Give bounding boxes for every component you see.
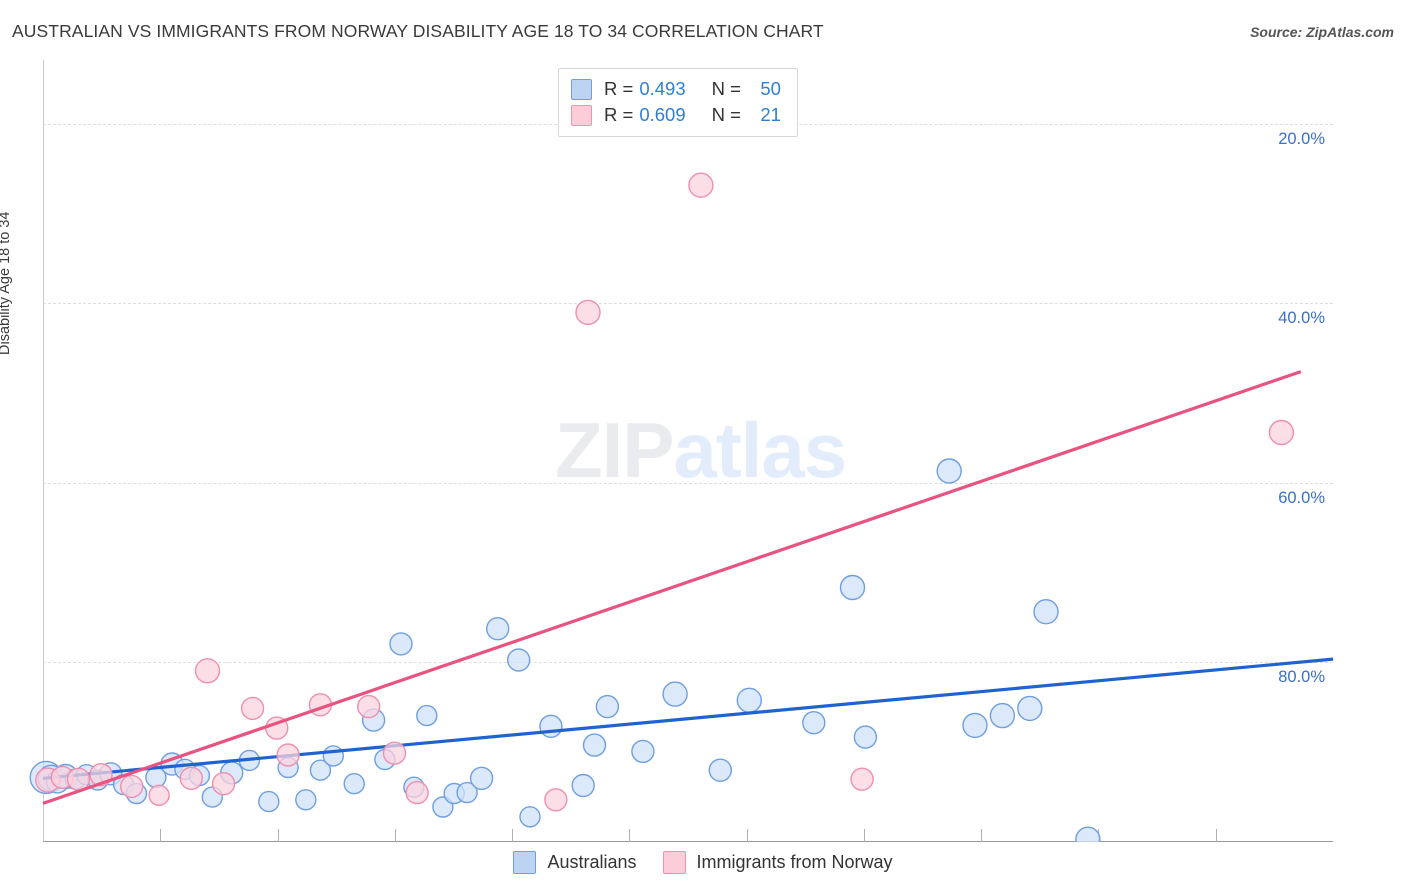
gridline: [43, 482, 1333, 484]
r-value-blue: 0.493: [639, 78, 686, 99]
x-axis-tick: [746, 829, 748, 842]
r-value-pink: 0.609: [639, 104, 686, 125]
x-axis-tick: [1215, 829, 1217, 842]
series-legend-item-norway[interactable]: Immigrants from Norway: [662, 851, 893, 874]
n-label-blue: N =: [711, 78, 741, 99]
y-tick-label: 60.0%: [1278, 488, 1325, 507]
y-tick-label: 40.0%: [1278, 309, 1325, 328]
n-value-pink: 21: [760, 104, 781, 125]
r-label-blue: R =: [604, 78, 634, 99]
x-axis-line: [43, 841, 1333, 842]
x-axis-tick: [981, 829, 983, 842]
series-swatch-australians: [513, 851, 537, 874]
n-label-pink: N =: [711, 104, 741, 125]
y-tick-label: 20.0%: [1278, 130, 1325, 149]
legend-swatch-australians: [571, 78, 592, 100]
page-title: AUSTRALIAN VS IMMIGRANTS FROM NORWAY DIS…: [12, 21, 824, 41]
series-legend: Australians Immigrants from Norway: [0, 851, 1406, 874]
n-value-blue: 50: [760, 78, 781, 99]
source-label: Source: ZipAtlas.com: [1250, 24, 1394, 40]
stats-row: R = 0.493 N = 50: [571, 76, 781, 102]
x-axis-tick: [277, 829, 279, 842]
x-axis-tick: [1098, 829, 1100, 842]
x-axis-tick: [863, 829, 865, 842]
x-axis-tick: [160, 829, 162, 842]
series-label-australians: Australians: [547, 852, 637, 872]
legend-swatch-norway: [571, 104, 592, 126]
x-axis-tick: [394, 829, 396, 842]
correlation-stats-legend: R = 0.493 N = 50 R = 0.609 N = 21: [558, 68, 798, 137]
series-label-norway: Immigrants from Norway: [696, 852, 893, 872]
series-swatch-norway: [662, 851, 686, 874]
x-axis-tick: [512, 829, 514, 842]
gridline: [43, 661, 1333, 663]
y-axis-title: Disability Age 18 to 34: [0, 211, 13, 355]
r-label-pink: R =: [604, 104, 634, 125]
plot-area: 80.0% 60.0% 40.0% 20.0%: [43, 60, 1333, 842]
x-axis-tick: [629, 829, 631, 842]
series-legend-item-australians[interactable]: Australians: [513, 851, 637, 874]
y-tick-label: 80.0%: [1278, 667, 1325, 686]
stats-row: R = 0.609 N = 21: [571, 102, 781, 128]
gridline: [43, 303, 1333, 305]
